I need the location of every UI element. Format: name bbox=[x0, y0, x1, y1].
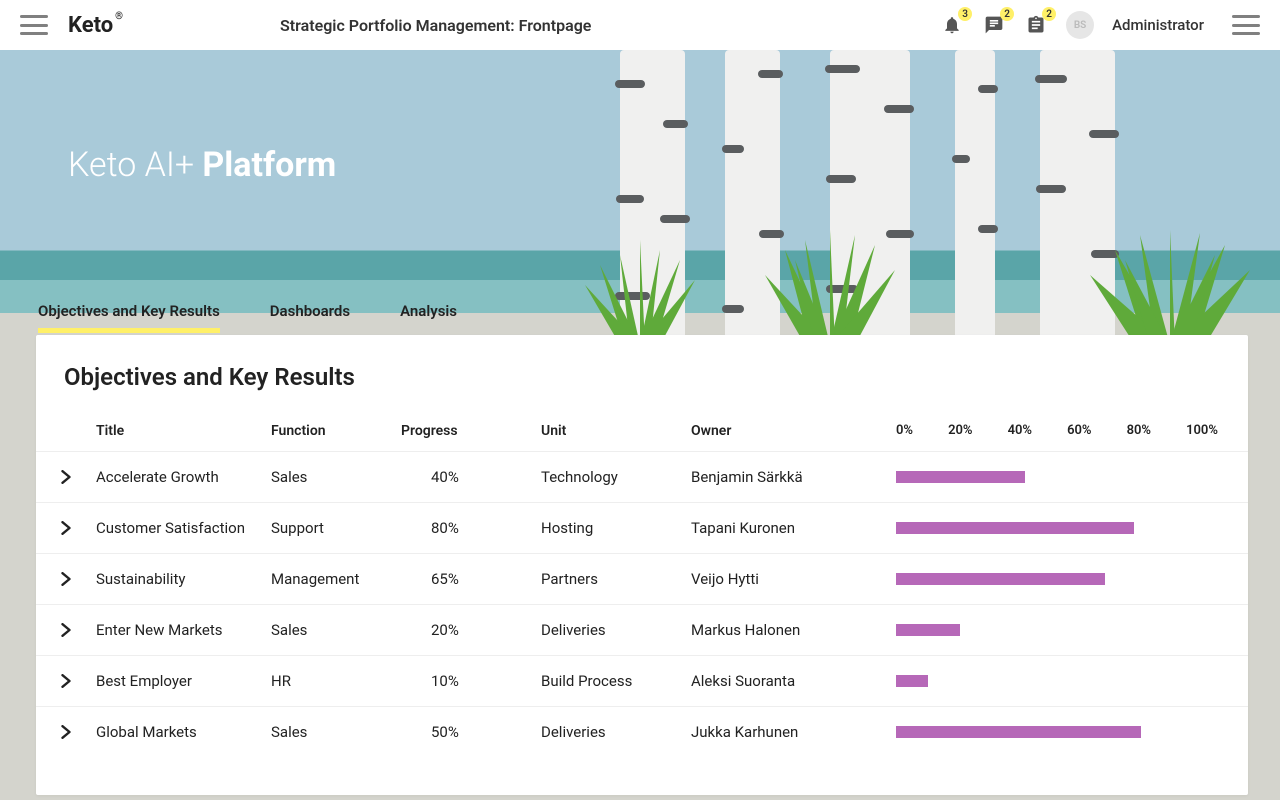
row-bar bbox=[896, 726, 1248, 738]
table-row: Enter New Markets Sales 20% Deliveries M… bbox=[36, 604, 1248, 655]
row-unit: Partners bbox=[541, 570, 691, 588]
row-owner: Tapani Kuronen bbox=[691, 519, 896, 537]
row-function: Management bbox=[271, 570, 401, 588]
row-bar bbox=[896, 624, 1248, 636]
menu-icon[interactable] bbox=[20, 15, 48, 35]
table-row: Sustainability Management 65% Partners V… bbox=[36, 553, 1248, 604]
row-title: Sustainability bbox=[96, 570, 271, 588]
col-owner: Owner bbox=[691, 423, 896, 439]
row-unit: Deliveries bbox=[541, 621, 691, 639]
expand-chevron-icon[interactable] bbox=[36, 521, 96, 535]
hero-title-light: Keto AI+ bbox=[68, 145, 202, 185]
table-header: Title Function Progress Unit Owner 0% 20… bbox=[36, 411, 1248, 451]
col-function: Function bbox=[271, 423, 401, 439]
row-unit: Build Process bbox=[541, 672, 691, 690]
row-function: Sales bbox=[271, 468, 401, 486]
row-progress: 65% bbox=[401, 570, 541, 588]
table-row: Best Employer HR 10% Build Process Aleks… bbox=[36, 655, 1248, 706]
row-owner: Markus Halonen bbox=[691, 621, 896, 639]
tab-dashboards[interactable]: Dashboards bbox=[270, 302, 350, 333]
row-unit: Hosting bbox=[541, 519, 691, 537]
table-body: Accelerate Growth Sales 40% Technology B… bbox=[36, 451, 1248, 757]
row-owner: Aleksi Suoranta bbox=[691, 672, 896, 690]
expand-chevron-icon[interactable] bbox=[36, 572, 96, 586]
logo-text: Keto bbox=[68, 13, 113, 38]
logo[interactable]: Keto ® bbox=[68, 13, 123, 38]
grass bbox=[1070, 225, 1270, 345]
row-unit: Deliveries bbox=[541, 723, 691, 741]
row-owner: Benjamin Särkkä bbox=[691, 468, 896, 486]
table-row: Global Markets Sales 50% Deliveries Jukk… bbox=[36, 706, 1248, 757]
messages-icon[interactable]: 2 bbox=[982, 13, 1006, 37]
tasks-icon[interactable]: 2 bbox=[1024, 13, 1048, 37]
row-progress: 20% bbox=[401, 621, 541, 639]
notification-badge: 3 bbox=[958, 7, 972, 21]
menu-right-icon[interactable] bbox=[1232, 15, 1260, 35]
row-owner: Jukka Karhunen bbox=[691, 723, 896, 741]
tabs: Objectives and Key Results Dashboards An… bbox=[38, 302, 457, 333]
row-title: Best Employer bbox=[96, 672, 271, 690]
expand-chevron-icon[interactable] bbox=[36, 674, 96, 688]
row-progress: 80% bbox=[401, 519, 541, 537]
row-bar bbox=[896, 522, 1248, 534]
tab-okr[interactable]: Objectives and Key Results bbox=[38, 302, 220, 333]
avatar[interactable]: BS bbox=[1066, 11, 1094, 39]
row-function: Sales bbox=[271, 621, 401, 639]
content-card: Objectives and Key Results Title Functio… bbox=[36, 335, 1248, 795]
card-title: Objectives and Key Results bbox=[36, 335, 1248, 411]
row-function: Sales bbox=[271, 723, 401, 741]
expand-chevron-icon[interactable] bbox=[36, 623, 96, 637]
row-function: Support bbox=[271, 519, 401, 537]
row-function: HR bbox=[271, 672, 401, 690]
row-title: Enter New Markets bbox=[96, 621, 271, 639]
table-row: Customer Satisfaction Support 80% Hostin… bbox=[36, 502, 1248, 553]
page-title: Strategic Portfolio Management: Frontpag… bbox=[280, 16, 591, 35]
expand-chevron-icon[interactable] bbox=[36, 470, 96, 484]
row-title: Customer Satisfaction bbox=[96, 519, 271, 537]
table-row: Accelerate Growth Sales 40% Technology B… bbox=[36, 451, 1248, 502]
row-owner: Veijo Hytti bbox=[691, 570, 896, 588]
logo-mark: ® bbox=[115, 11, 123, 22]
row-progress: 50% bbox=[401, 723, 541, 741]
hero-title-bold: Platform bbox=[202, 145, 336, 185]
row-unit: Technology bbox=[541, 468, 691, 486]
col-title: Title bbox=[96, 423, 271, 439]
grass bbox=[570, 235, 710, 345]
header-right: 3 2 2 BS Administrator bbox=[940, 11, 1260, 39]
grass bbox=[750, 225, 910, 345]
tasks-badge: 2 bbox=[1042, 7, 1056, 21]
header: Keto ® Strategic Portfolio Management: F… bbox=[0, 0, 1280, 50]
hero-title: Keto AI+ Platform bbox=[68, 145, 336, 185]
expand-chevron-icon[interactable] bbox=[36, 725, 96, 739]
col-unit: Unit bbox=[541, 423, 691, 439]
tab-analysis[interactable]: Analysis bbox=[400, 302, 457, 333]
row-progress: 40% bbox=[401, 468, 541, 486]
row-bar bbox=[896, 675, 1248, 687]
progress-scale: 0% 20% 40% 60% 80% 100% bbox=[896, 423, 1248, 439]
messages-badge: 2 bbox=[1000, 7, 1014, 21]
col-progress: Progress bbox=[401, 423, 541, 439]
row-bar bbox=[896, 573, 1248, 585]
row-progress: 10% bbox=[401, 672, 541, 690]
username: Administrator bbox=[1112, 16, 1204, 34]
row-bar bbox=[896, 471, 1248, 483]
row-title: Accelerate Growth bbox=[96, 468, 271, 486]
row-title: Global Markets bbox=[96, 723, 271, 741]
notification-icon[interactable]: 3 bbox=[940, 13, 964, 37]
